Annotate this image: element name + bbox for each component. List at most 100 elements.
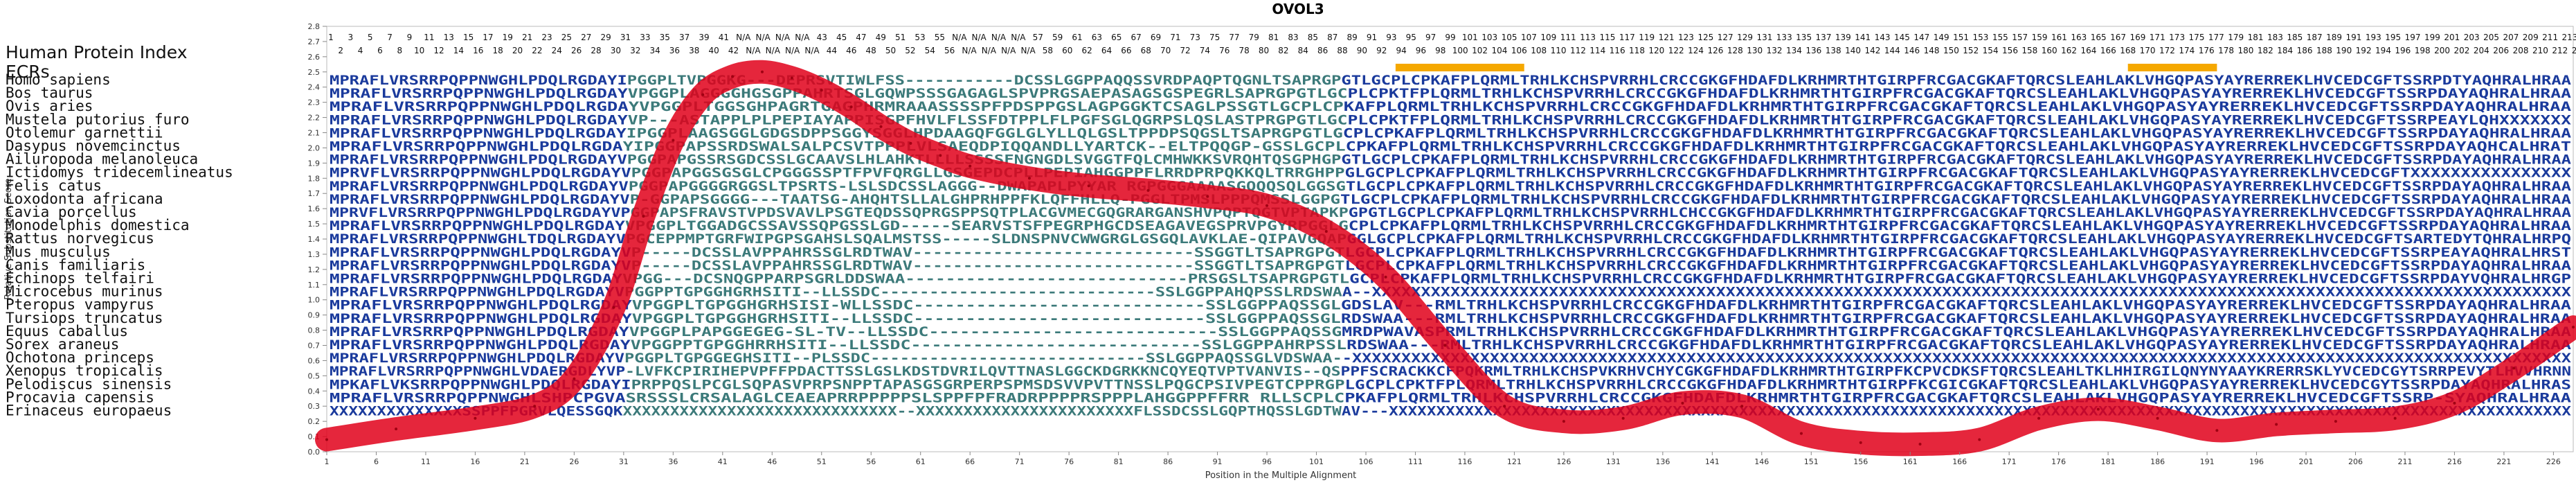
- index-label-odd: N/A: [775, 33, 791, 42]
- data-point: [1918, 443, 1922, 446]
- data-point: [1384, 275, 1387, 279]
- index-label-even: 118: [1629, 46, 1645, 55]
- sequence-segment: MPRAFLVRSRRPQPPNWGHLPDQLRGDAYV: [330, 245, 631, 260]
- alignment-sequence: MPRAFLVRSRRPQPPNWGHLPDQLRGDAY VPGG---DCSN…: [330, 272, 2571, 287]
- x-tick-label: 41: [718, 457, 728, 466]
- data-point: [1206, 195, 1209, 198]
- index-label-even: 42: [728, 46, 739, 55]
- sequence-segment: MPRAFLVRSRRPQPPNWGHLPDQLRGDAY: [330, 86, 628, 101]
- sequence-segment: MPRAFLVRSRRPQPPNWGHLPDQLRGDAYV: [330, 192, 630, 207]
- data-point: [2512, 367, 2516, 370]
- sequence-segment: PGCEPPMPTGRFWIPGPSGAHSLSQALMSTSS-----SLD…: [626, 231, 1346, 247]
- index-label-odd: 181: [2248, 33, 2264, 42]
- data-point: [2156, 416, 2159, 420]
- index-label-even: 6: [377, 46, 383, 55]
- index-label-odd: 1: [328, 33, 334, 42]
- index-label-odd: 91: [1367, 33, 1377, 42]
- index-label-odd: 163: [2071, 33, 2087, 42]
- sequence-segment: -LVFKCPIRIHEPVPFFPDACTTSSLGSLKDSTDVRILQV…: [625, 364, 1340, 379]
- index-label-even: 52: [905, 46, 915, 55]
- data-point: [672, 139, 675, 142]
- index-label-odd: 29: [601, 33, 611, 42]
- index-label-odd: 185: [2287, 33, 2303, 42]
- index-label-even: 194: [2375, 46, 2391, 55]
- index-label-odd: 65: [1111, 33, 1122, 42]
- species-name: Ailuropoda melanoleuca: [6, 151, 198, 168]
- x-tick-label: 166: [1952, 457, 1967, 466]
- index-label-even: 126: [1708, 46, 1724, 55]
- index-label-even: 182: [2258, 46, 2273, 55]
- x-tick-label: 81: [1114, 457, 1124, 466]
- data-point: [1087, 184, 1090, 188]
- sequence-segment: MPRVFLVRSRRPQPPNWGHLPDQLRGDAYV: [330, 166, 631, 181]
- ecr-bar: [1395, 64, 1524, 71]
- index-label-even: 70: [1160, 46, 1171, 55]
- index-label-odd: 85: [1308, 33, 1318, 42]
- data-point: [325, 438, 328, 441]
- species-name: Canis familiaris: [6, 256, 145, 273]
- index-label-odd: 149: [1934, 33, 1949, 42]
- x-tick-label: 191: [2200, 457, 2215, 466]
- sequence-segment: CPLCPKAFPLQRMLTRHLKCHSPVRRHLCRCCGKGFHDAF…: [1343, 125, 2572, 141]
- index-label-odd: 191: [2345, 33, 2361, 42]
- sequence-segment: PGGPLTGPGGEGHSITI--PLSSDC---------------…: [624, 351, 1342, 366]
- sequence-segment: VPGGPLTGGADGCSSAVSSQPGSSLGD-----SEARVSTS…: [625, 218, 1349, 233]
- y-tick-label: 1.2: [308, 265, 321, 274]
- alignment-sequence: MPRAFLVRSRRPQPPNWGHLPDQLRGDAYV P-----DCSS…: [330, 245, 2571, 260]
- alignment-sequence: MPRVFLVRSRRPQPPNWGHLPDQLRGDAYVP GGPAPSFRA…: [330, 205, 2572, 220]
- x-tick-label: 186: [2150, 457, 2165, 466]
- index-label-odd: 41: [719, 33, 729, 42]
- x-tick-label: 36: [668, 457, 678, 466]
- sequence-segment: GCPLCPKAFPLQRMLTRHLKCHSPVRRHLCRCCGKGFHDA…: [1349, 272, 2571, 287]
- species-name: Mus musculus: [6, 243, 111, 260]
- index-label-even: 64: [1101, 46, 1112, 55]
- index-label-odd: 15: [463, 33, 474, 42]
- sequence-segment: MPRAFLVRSRRPQPPNWGHLPDQLRGDAY: [330, 272, 623, 287]
- index-label-odd: 201: [2444, 33, 2460, 42]
- alignment-sequence: MPRAFLVRSRRPQPPNWGHLPDQLRGDAY VP---ASTAPP…: [330, 112, 2572, 127]
- index-label-odd: 209: [2523, 33, 2539, 42]
- index-label-odd: 69: [1151, 33, 1161, 42]
- index-label-even: 78: [1239, 46, 1249, 55]
- index-label-even: 138: [1826, 46, 1841, 55]
- sequence-segment: GTLGCPLCPKAFPLQRMLTRHLKCHSPVRRHLCRCCGKGF…: [1341, 73, 2571, 88]
- species-name: Pelodiscus sinensis: [6, 376, 172, 392]
- sequence-segment: P-----DCSSLAVPPAHRSSGLRDTWAV------------…: [631, 245, 1345, 260]
- index-label-odd: 207: [2503, 33, 2519, 42]
- data-point: [2275, 423, 2278, 426]
- sequence-segment: IPGGPLAAGSGGLGDGSDPPSGGYSGGLHPDAAGQFGGLG…: [627, 125, 1343, 141]
- index-label-even: N/A: [982, 46, 997, 55]
- index-label-odd: 115: [1599, 33, 1615, 42]
- sequence-segment: LGCPLCPKAFPLQRMLTRHLKCHSPVRRHLCRCCGKGFHD…: [1345, 245, 2571, 260]
- index-label-odd: 73: [1190, 33, 1200, 42]
- index-label-even: 106: [1511, 46, 1527, 55]
- species-name: Homo sapiens: [6, 71, 111, 88]
- index-label-odd: 57: [1033, 33, 1043, 42]
- species-name: Ochotona princeps: [6, 349, 154, 366]
- index-label-odd: 49: [876, 33, 886, 42]
- data-point: [533, 405, 537, 408]
- index-label-even: 46: [846, 46, 856, 55]
- data-point: [395, 427, 398, 431]
- sequence-segment: TLGCPLCPKAFPLQRMLTRHLKCHSPVRRHLCRCCGKGFH…: [1340, 192, 2572, 207]
- index-label-odd: 169: [2129, 33, 2145, 42]
- sequence-segment: MPRAFLVRSRRPQPPNWGHLPDQLRGDAYV: [330, 285, 624, 300]
- sequence-segment: YIPGGPAPSSRDSWALSALPCSVTPPPLVLSAEQDPIQQA…: [623, 139, 1346, 155]
- index-label-even: 178: [2218, 46, 2234, 55]
- species-name: Felis catus: [6, 177, 102, 194]
- sequence-segment: GLGCPLCPKAFPLQRMLTRHLKCHSPVRRHLCRCCGKGFH…: [1345, 166, 2572, 181]
- index-label-odd: 137: [1816, 33, 1832, 42]
- species-name: Rattus norvegicus: [6, 230, 154, 247]
- index-label-odd: 165: [2091, 33, 2107, 42]
- x-tick-label: 216: [2447, 457, 2462, 466]
- index-label-odd: 9: [407, 33, 413, 42]
- index-label-even: 22: [532, 46, 542, 55]
- index-label-odd: 101: [1462, 33, 1478, 42]
- index-label-even: 96: [1416, 46, 1426, 55]
- index-label-odd: 87: [1327, 33, 1337, 42]
- sequence-segment: VPGGPLPAPGGEGEG-SL-TV--LLSSDC-----------…: [629, 324, 1342, 340]
- index-label-odd: 205: [2483, 33, 2499, 42]
- sequence-segment: MPRAFLVRSRRPQPPNWGHLPDQLRGDAY: [330, 112, 628, 127]
- y-tick-label: 2.2: [308, 114, 321, 123]
- index-label-even: 186: [2297, 46, 2313, 55]
